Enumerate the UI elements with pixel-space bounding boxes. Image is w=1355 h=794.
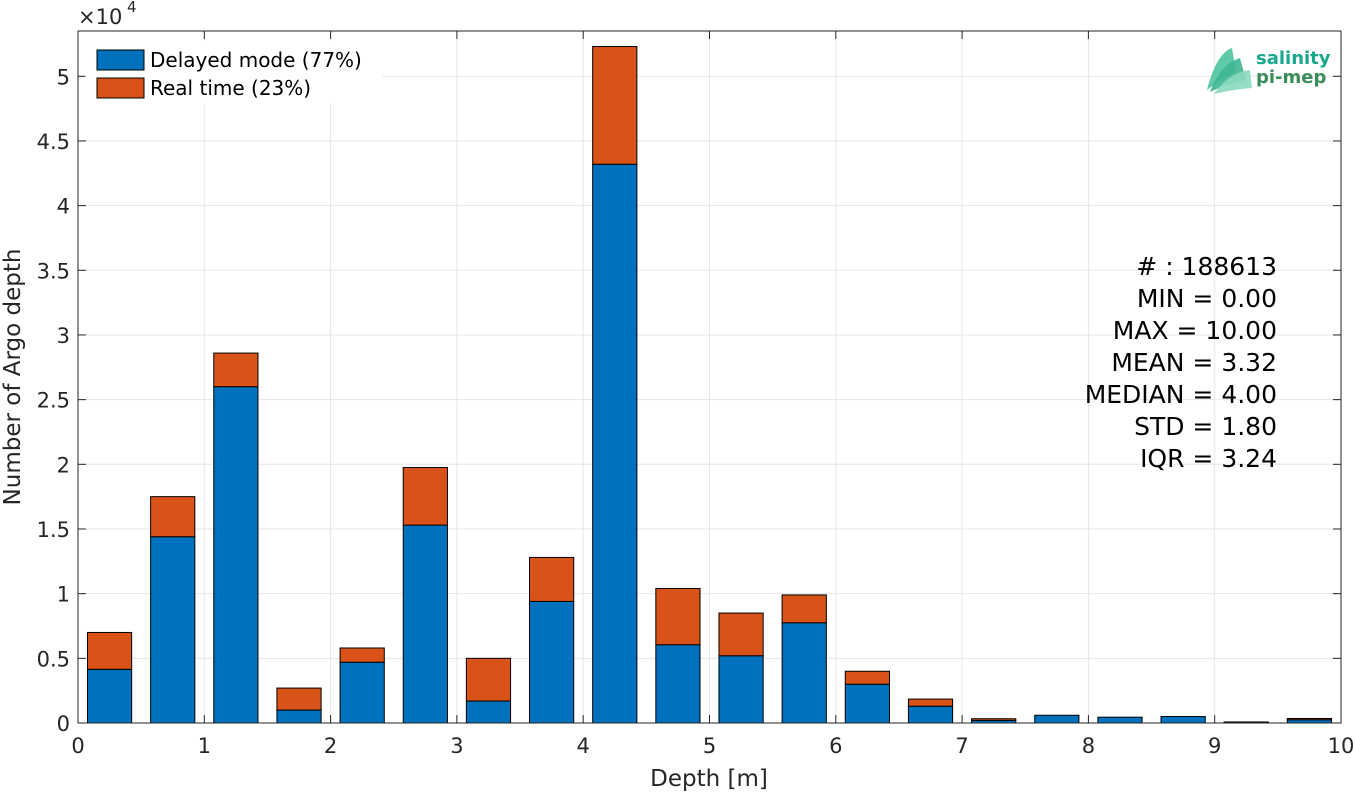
y-tick-label: 1 [57,583,70,607]
bar-delayed-mode [1097,716,1143,724]
logo-text-salinity: salinity [1256,48,1331,69]
y-tick-label: 5 [57,65,70,89]
x-tick-label: 1 [198,734,211,758]
bar-real-time [150,496,196,538]
y-tick-label: 3.5 [37,259,70,283]
y-tick-label: 3 [57,324,70,348]
stats-line: MEAN = 3.32 [1111,348,1277,377]
stats-line: MIN = 0.00 [1137,284,1277,313]
wave-logo-icon [1207,48,1252,94]
y-tick-label: 1.5 [37,518,70,542]
x-tick-label: 10 [1328,734,1355,758]
legend-label-delayed-mode: Delayed mode (77%) [150,48,362,72]
bar-real-time [86,631,133,670]
bar-delayed-mode [592,163,638,724]
logo-text-pi-mep: pi-mep [1256,67,1326,88]
bar-delayed-mode [655,644,701,724]
bars [86,46,1333,724]
x-axis-title: Depth [m] [650,766,768,792]
stats-annotation: # : 188613 MIN = 0.00 MAX = 10.00 MEAN = 3.… [1085,252,1277,473]
stats-line: MAX = 10.00 [1113,316,1277,345]
legend-swatch-delayed-mode [96,49,145,71]
bar-delayed-mode [86,668,133,724]
bar-delayed-mode [718,655,764,724]
x-tick-label: 5 [703,734,716,758]
y-tick-label: 2 [57,453,70,477]
x-tick-label: 7 [955,734,968,758]
bar-real-time [1223,721,1269,723]
x-tick-label: 3 [450,734,463,758]
x-tick-label: 2 [324,734,337,758]
y-tick-label: 0.5 [37,647,70,671]
bar-delayed-mode [1034,714,1080,724]
bar-delayed-mode [150,536,196,724]
bar-delayed-mode [529,600,575,724]
x-tick-label: 9 [1208,734,1221,758]
bar-real-time [276,687,322,711]
bar-real-time [213,352,259,388]
y-tick-label: 2.5 [37,389,70,413]
y-exponent-base: ×10 [78,5,122,29]
y-ticks: 0 0.5 1 1.5 2 2.5 3 3.5 4 4.5 5 [37,65,1341,736]
bar-delayed-mode [781,622,827,724]
x-tick-label: 6 [829,734,842,758]
y-exponent-power: 4 [127,0,137,16]
y-axis-title: Number of Argo depth [0,249,26,506]
bar-delayed-mode [907,705,954,724]
stats-line: # : 188613 [1136,252,1277,281]
salinity-pi-mep-logo: salinity pi-mep [1207,48,1331,94]
bar-real-time [907,698,954,707]
bar-delayed-mode [213,386,259,724]
bar-real-time [844,670,890,685]
bar-real-time [781,594,827,624]
legend-label-real-time: Real time (23%) [150,76,311,100]
x-tick-label: 8 [1082,734,1095,758]
bar-real-time [529,556,575,602]
bar-delayed-mode [276,709,322,724]
x-tick-label: 4 [577,734,590,758]
bar-real-time [402,467,448,526]
x-ticks: 0 1 2 3 4 5 6 7 8 9 10 [71,31,1354,758]
bar-real-time [1286,717,1333,721]
legend-swatch-real-time [96,77,145,99]
bar-delayed-mode [339,661,385,724]
bar-real-time [339,647,385,663]
y-tick-label: 4 [57,195,70,219]
y-tick-label: 4.5 [37,130,70,154]
bar-delayed-mode [844,683,890,724]
bar-delayed-mode [1160,716,1206,724]
bar-delayed-mode [465,700,512,724]
stats-line: STD = 1.80 [1134,412,1277,441]
bar-delayed-mode [402,524,448,724]
bar-real-time [971,718,1017,721]
x-tick-label: 0 [71,734,84,758]
bar-real-time [718,612,764,657]
legend: Delayed mode (77%) Real time (23%) [85,40,383,104]
stats-line: MEDIAN = 4.00 [1085,380,1277,409]
y-exponent-label: ×10 4 [78,0,137,29]
bar-real-time [592,46,638,165]
y-tick-label: 0 [57,712,70,736]
stats-line: IQR = 3.24 [1140,444,1277,473]
bar-real-time [655,587,701,646]
bar-real-time [465,657,512,702]
